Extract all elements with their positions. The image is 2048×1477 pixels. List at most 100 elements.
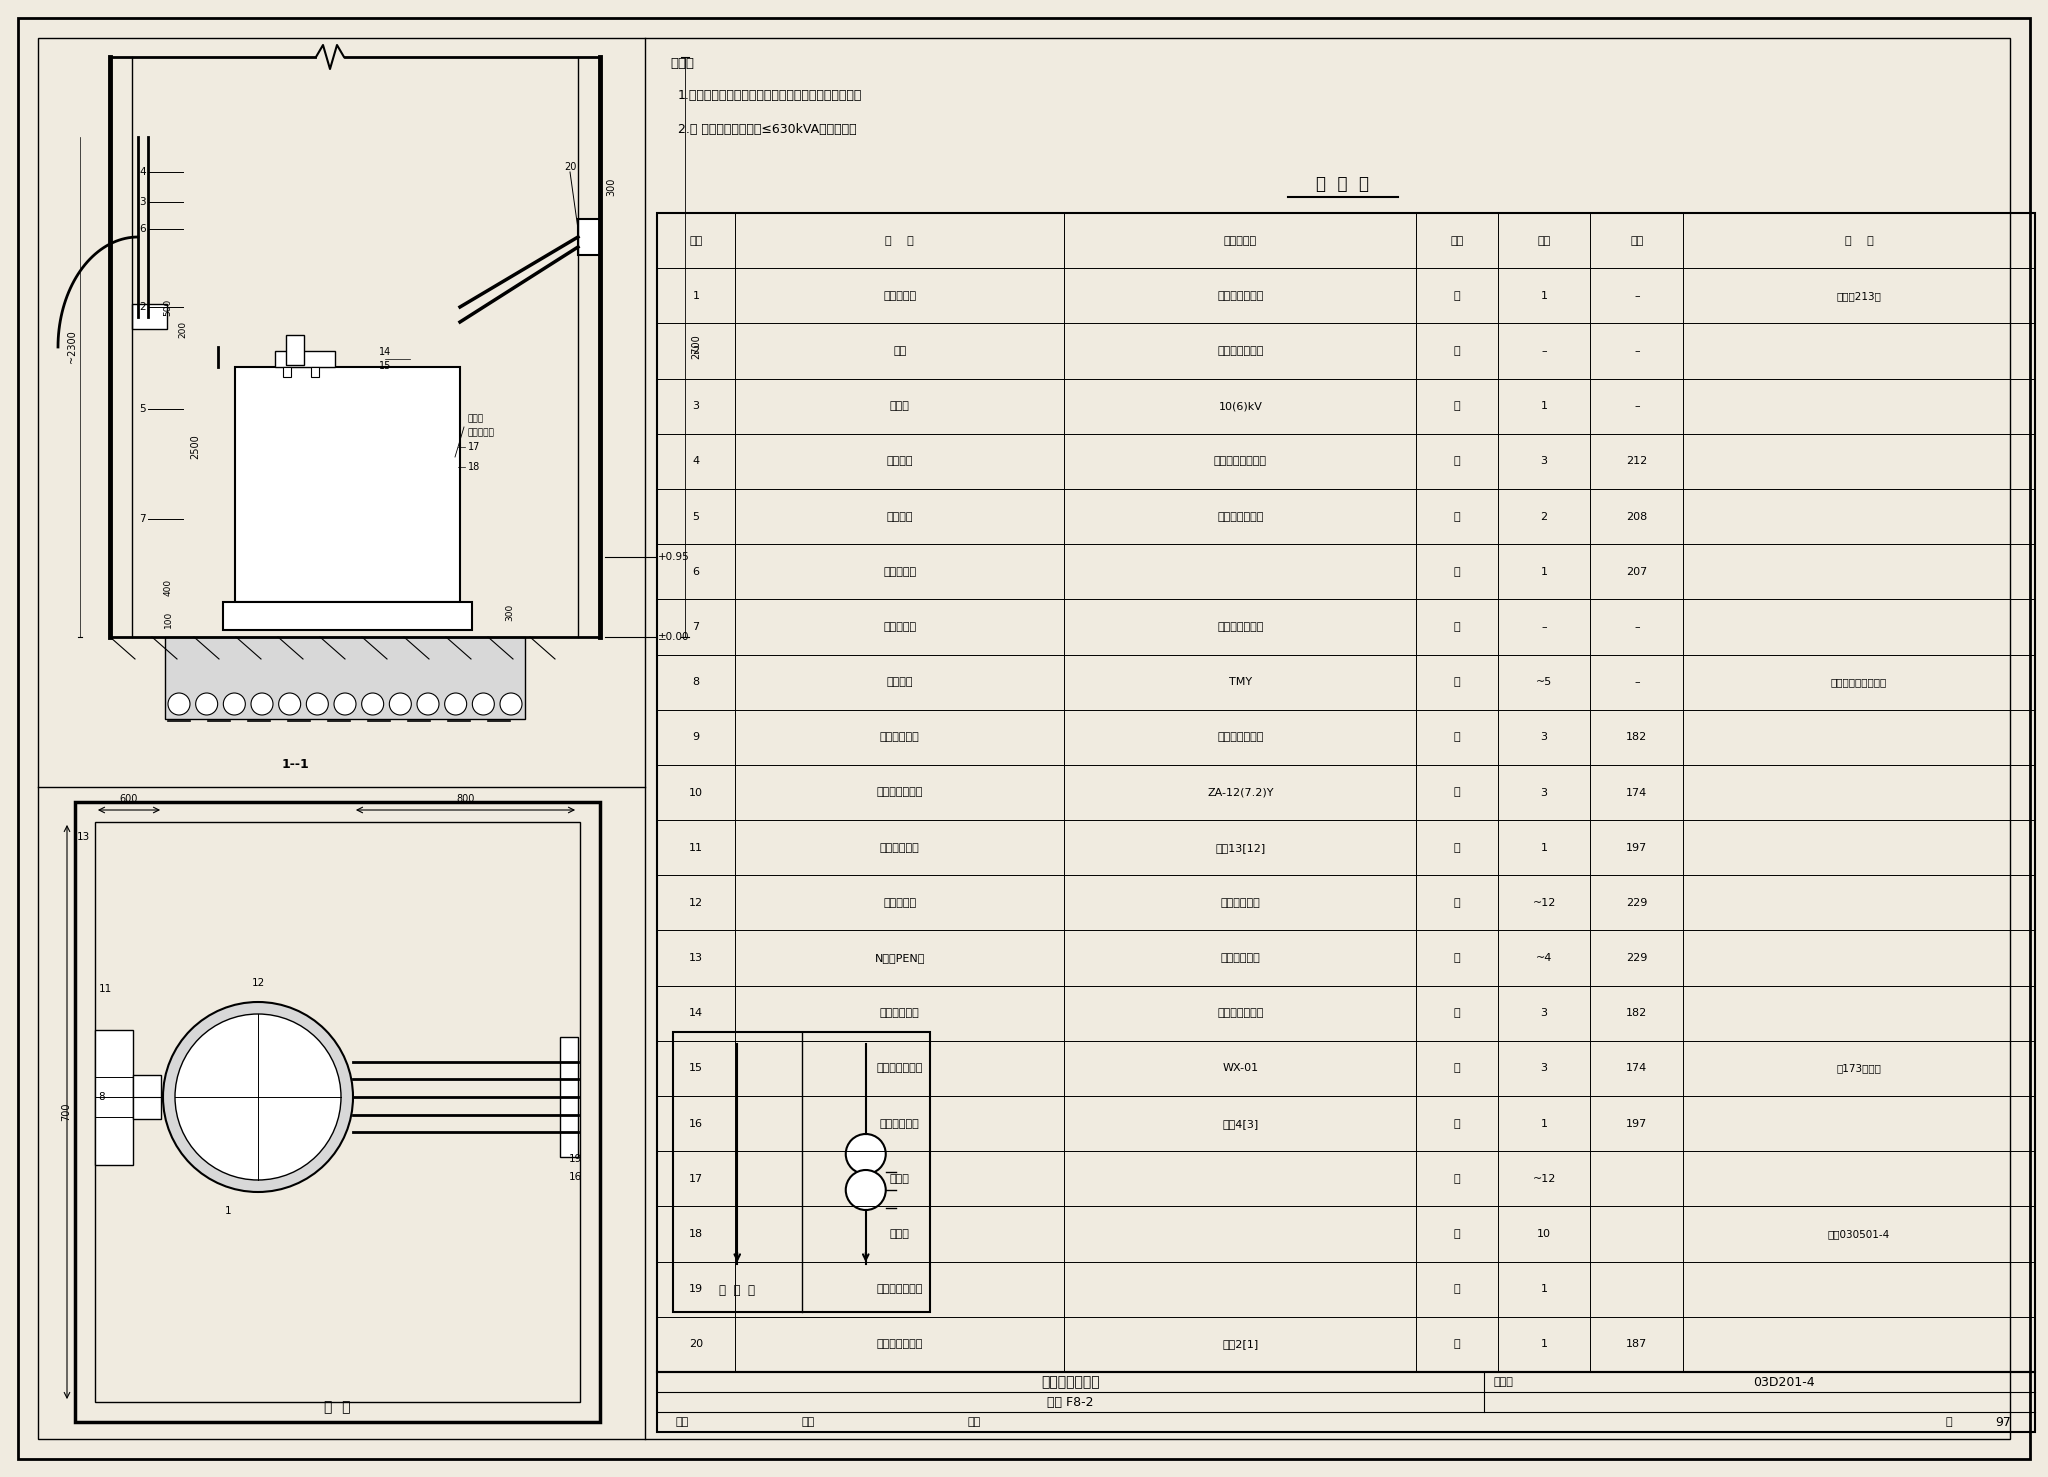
Circle shape [252,693,272,715]
Text: 5: 5 [692,511,700,521]
Text: ~4: ~4 [1536,953,1552,963]
Circle shape [279,693,301,715]
Text: 由工程设计确定: 由工程设计确定 [1217,346,1264,356]
Text: 主  接  线: 主 接 线 [719,1284,756,1297]
Text: 规格按变器容量确定: 规格按变器容量确定 [1831,676,1886,687]
Text: 个: 个 [1454,1229,1460,1239]
Text: 付: 付 [1454,733,1460,743]
Text: –: – [1542,622,1546,632]
Text: 800: 800 [457,795,475,803]
Text: 米: 米 [1454,346,1460,356]
Text: 电力变压器: 电力变压器 [883,291,915,301]
Circle shape [223,693,246,715]
Text: 20: 20 [563,162,575,171]
Text: –: – [1634,346,1640,356]
Circle shape [362,693,383,715]
Circle shape [473,693,494,715]
Text: 按电缆芯截面确定: 按电缆芯截面确定 [1214,456,1268,467]
Text: 台: 台 [1454,291,1460,301]
Text: 电缆支架: 电缆支架 [887,511,913,521]
Text: ~2300: ~2300 [68,331,78,363]
Text: ~12: ~12 [1532,1174,1556,1185]
Text: 12: 12 [688,898,702,908]
Text: 18: 18 [469,462,479,473]
Text: 97: 97 [1995,1415,2011,1428]
Text: 500: 500 [164,298,172,316]
Text: 说明：: 说明： [670,58,694,69]
Text: 个: 个 [1454,1118,1460,1128]
Text: 参见030501-4: 参见030501-4 [1829,1229,1890,1239]
Text: 1: 1 [225,1207,231,1216]
Text: 03D201-4: 03D201-4 [1753,1375,1815,1388]
Bar [94,823,580,1402]
Bar [76,802,600,1422]
Text: 174: 174 [1626,1063,1647,1074]
Text: 米: 米 [1454,1174,1460,1185]
Text: 197: 197 [1626,843,1647,852]
Circle shape [174,1015,342,1180]
Text: 米: 米 [1454,676,1460,687]
Text: 182: 182 [1626,1009,1647,1018]
Text: 由工程设计确定: 由工程设计确定 [1217,291,1264,301]
Text: 229: 229 [1626,898,1647,908]
Text: 电车线路维缘子: 电车线路维缘子 [877,1063,924,1074]
Text: 个: 个 [1454,511,1460,521]
Text: 13: 13 [76,832,90,842]
Text: 100: 100 [164,610,172,628]
Text: 16: 16 [569,1173,582,1182]
Text: 5: 5 [139,405,145,414]
Text: 页: 页 [1946,1416,1952,1427]
Text: 低压母线穿墙板: 低压母线穿墙板 [877,1340,924,1350]
Text: 1: 1 [1540,402,1548,411]
Text: 2: 2 [1540,511,1548,521]
Text: 变压器室布置图: 变压器室布置图 [1040,1375,1100,1388]
Text: 套: 套 [1454,1340,1460,1350]
Text: 见附录（四）: 见附录（四） [1221,898,1260,908]
Text: 212: 212 [1626,456,1647,467]
Text: –: – [1634,676,1640,687]
Text: 6: 6 [139,225,145,233]
Text: 15: 15 [379,360,391,371]
Circle shape [307,693,328,715]
Text: 单位: 单位 [1450,236,1464,245]
Text: –: – [1634,291,1640,301]
Text: 高压母线支架: 高压母线支架 [881,843,920,852]
Text: 个: 个 [1454,567,1460,576]
Text: 高压母线: 高压母线 [887,676,913,687]
Text: 1: 1 [1540,1118,1548,1128]
Text: WX-01: WX-01 [1223,1063,1257,1074]
Bar [223,603,471,631]
Bar [133,1075,162,1120]
Text: 低压相母线: 低压相母线 [883,898,915,908]
Bar [311,366,319,377]
Text: 接地见213页: 接地见213页 [1837,291,1882,301]
Bar [283,366,291,377]
Bar [657,213,2036,1372]
Text: 1.侧墙上低压母线出线孔的平面位置由工程设计确定。: 1.侧墙上低压母线出线孔的平面位置由工程设计确定。 [678,89,862,102]
Text: 3: 3 [692,402,700,411]
Text: 电缆: 电缆 [893,346,907,356]
Text: 15: 15 [688,1063,702,1074]
Text: 600: 600 [121,795,137,803]
Text: 数量: 数量 [1538,236,1550,245]
Text: 3: 3 [1540,733,1548,743]
Text: 10(6)kV: 10(6)kV [1219,402,1262,411]
Text: 至接地装置: 至接地装置 [469,428,496,437]
Text: 8: 8 [98,1092,104,1102]
Text: 1: 1 [1540,567,1548,576]
Text: 18: 18 [688,1229,702,1239]
Text: 临时接地接线柱: 临时接地接线柱 [877,1284,924,1294]
Text: 14: 14 [688,1009,702,1018]
Bar [131,304,168,329]
Bar [674,1032,930,1312]
Text: 名    称: 名 称 [885,236,913,245]
Text: 6: 6 [692,567,700,576]
Text: N线或PEN线: N线或PEN线 [874,953,926,963]
Text: 300: 300 [606,177,616,196]
Text: –: – [1542,346,1546,356]
Text: 14: 14 [379,347,391,357]
Text: 2700: 2700 [690,335,700,359]
Bar [236,366,461,603]
Text: 7: 7 [139,514,145,524]
Text: ~5: ~5 [1536,676,1552,687]
